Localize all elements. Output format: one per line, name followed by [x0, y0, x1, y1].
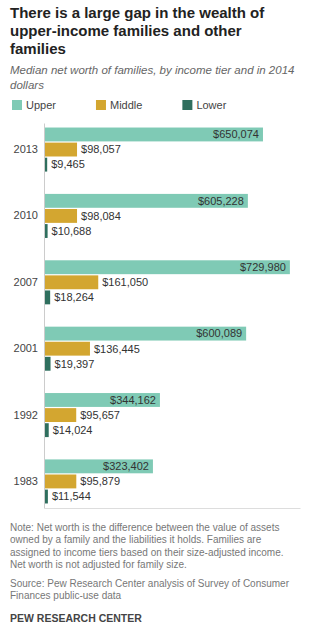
data-label: $10,688: [52, 225, 92, 237]
tick: 2013: [14, 143, 44, 155]
tick-label: 2010: [14, 209, 38, 221]
bar: [44, 408, 76, 422]
data-label: $9,465: [51, 158, 85, 170]
branding: PEW RESEARCH CENTER: [10, 612, 142, 624]
data-label: $98,057: [81, 143, 121, 155]
tick: 2010: [14, 209, 44, 221]
tick: 1983: [14, 475, 44, 487]
legend-swatch: [12, 100, 22, 110]
text-line: Source: Pew Research Center analysis of …: [10, 578, 290, 589]
bar: [44, 342, 90, 356]
value-axis: [45, 508, 301, 509]
text-line: Median net worth of families, by income …: [10, 64, 294, 76]
data-label: $605,228: [198, 195, 244, 207]
bar: [44, 194, 248, 208]
bar: [44, 209, 77, 223]
bar: [44, 393, 160, 407]
axis-line: [45, 508, 301, 509]
text-line: families: [10, 40, 66, 57]
data-label: $19,397: [55, 358, 95, 370]
bar: [44, 128, 263, 142]
bar: [44, 475, 76, 489]
tick-label: 2001: [14, 342, 38, 354]
text-line: There is a large gap in the wealth of: [10, 4, 265, 21]
data-label: $323,402: [103, 460, 149, 472]
tick: 2001: [14, 342, 44, 354]
legend-swatch: [96, 100, 106, 110]
data-label: $344,162: [110, 394, 156, 406]
text-line: Note: Net worth is the difference betwee…: [10, 522, 279, 533]
bars: [44, 128, 290, 504]
tick-label: 2013: [14, 143, 38, 155]
data-label: $95,657: [80, 409, 120, 421]
data-label: $161,050: [102, 276, 148, 288]
tick: 2007: [14, 276, 44, 288]
note: Note: Net worth is the difference betwee…: [10, 522, 283, 571]
legend-label: Upper: [26, 99, 56, 111]
data-label: $14,024: [53, 424, 93, 436]
data-label: $729,980: [240, 261, 286, 273]
chart: There is a large gap in the wealth ofupp…: [0, 0, 310, 632]
bar: [44, 275, 98, 289]
source-group: Source: Pew Research Center analysis of …: [10, 578, 290, 602]
data-labels: $650,074 $605,228 $729,980 $600,089 $344,162…: [51, 128, 286, 502]
tick-label: 1992: [14, 409, 38, 421]
title: There is a large gap in the wealth ofupp…: [10, 4, 265, 57]
data-label: $95,879: [80, 475, 120, 487]
text-line: Net worth is not adjusted for family siz…: [10, 559, 187, 570]
legend-label: Lower: [196, 99, 226, 111]
data-label: $650,074: [213, 128, 259, 140]
text-line: assigned to income tiers based on their …: [10, 547, 283, 558]
subtitle: Median net worth of families, by income …: [10, 64, 294, 91]
legend: Upper Middle Lower: [12, 99, 227, 111]
data-label: $136,445: [94, 343, 140, 355]
note-group: Note: Net worth is the difference betwee…: [10, 522, 283, 571]
bar: [44, 143, 77, 157]
tick-label: 1983: [14, 475, 38, 487]
data-label: $600,089: [196, 327, 242, 339]
data-label: $11,544: [52, 490, 91, 502]
bar: [44, 327, 246, 341]
tick: 1992: [14, 409, 44, 421]
text-line: owned by a family and the liabilities it…: [10, 534, 262, 545]
category-axis: 2013 2010 2007 2001 1992 1983: [14, 124, 45, 509]
data-label: $18,264: [54, 291, 94, 303]
legend-label: Middle: [110, 99, 142, 111]
text-line: PEW RESEARCH CENTER: [10, 612, 142, 624]
text-line: Finances public-use data: [10, 590, 122, 601]
axis-line: [44, 124, 45, 509]
source: Source: Pew Research Center analysis of …: [10, 578, 290, 602]
data-label: $98,084: [81, 210, 121, 222]
bar: [44, 459, 153, 473]
legend-swatch: [182, 100, 192, 110]
bar: [44, 260, 290, 274]
text-line: upper-income families and other: [10, 22, 242, 39]
branding-group: PEW RESEARCH CENTER: [10, 612, 142, 624]
tick-label: 2007: [14, 276, 38, 288]
text-line: dollars: [10, 79, 44, 91]
